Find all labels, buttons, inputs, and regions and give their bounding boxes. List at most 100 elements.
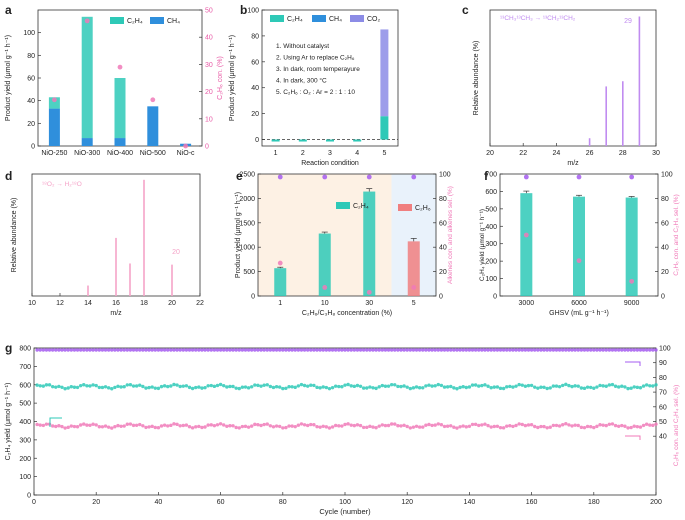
panel-g-point-sel — [498, 348, 503, 352]
panel-f-point-conv — [523, 232, 529, 238]
panel-g-point-sel — [579, 348, 584, 352]
panel-a-xtick-label: NiO-250 — [41, 150, 67, 157]
panel-g-point-yield — [312, 383, 316, 388]
panel-g-point-conv — [88, 423, 92, 427]
panel-g-point-conv — [477, 423, 481, 428]
panel-g-point-conv — [97, 425, 102, 429]
panel-g-point-conv — [616, 424, 621, 428]
panel-b-letter: b — [240, 3, 247, 17]
panel-g-point-yield — [66, 386, 70, 390]
panel-g-point-sel — [66, 348, 70, 352]
panel-b-legend-ch4-label: CH₄ — [329, 16, 342, 23]
panel-g-point-sel — [483, 348, 487, 352]
panel-g-point-yield — [131, 384, 136, 388]
panel-g-point-sel — [514, 348, 518, 352]
panel-g-point-sel — [526, 348, 531, 352]
panel-g-point-conv — [265, 422, 269, 426]
panel-d-xtick-label: 12 — [56, 300, 64, 307]
panel-g-point-conv — [449, 424, 453, 428]
panel-a-ytick-right-label: 10 — [205, 116, 213, 123]
panel-f-ylabel-right: C₂H₆ con. and C₂H₄ sel. (%) — [673, 194, 680, 275]
panel-g-point-yield — [138, 383, 142, 387]
panel-g-point-yield — [461, 385, 465, 389]
panel-g-point-conv — [253, 422, 257, 427]
panel-g-point-yield — [113, 385, 117, 390]
panel-g-point-yield — [159, 384, 164, 389]
panel-g-point-yield — [620, 384, 624, 388]
panel-g-point-conv — [72, 424, 77, 429]
panel-g-point-sel — [523, 348, 528, 352]
panel-g-point-sel — [582, 348, 587, 352]
panel-d-xtick-label: 14 — [84, 300, 92, 307]
panel-g-point-sel — [461, 348, 465, 352]
panel-g-point-sel — [358, 348, 363, 352]
panel-g-point-sel — [576, 348, 580, 352]
panel-g-point-yield — [78, 383, 83, 388]
panel-g-point-conv — [172, 422, 176, 426]
panel-g-point-sel — [265, 348, 269, 352]
panel-g-point-conv — [169, 423, 173, 428]
panel-e-point-conv — [411, 285, 417, 290]
panel-g-point-conv — [349, 423, 353, 427]
panel-g-point-yield — [495, 385, 500, 389]
panel-g-point-conv — [445, 424, 450, 428]
panel-g-point-yield — [598, 383, 602, 388]
panel-g-point-yield — [554, 384, 559, 388]
panel-g-ytick-label: 300 — [19, 437, 31, 444]
panel-g-point-yield — [187, 385, 192, 390]
panel-g-point-conv — [212, 423, 217, 428]
panel-e-ytick-right-label: 40 — [439, 245, 447, 252]
panel-b-ytick-label: 20 — [251, 111, 259, 118]
panel-g-xtick-label: 180 — [588, 499, 600, 506]
panel-a-point-conv — [52, 97, 57, 103]
panel-g-point-yield — [162, 384, 167, 388]
panel-g-point-yield — [293, 385, 297, 390]
panel-g-point-conv — [116, 423, 120, 428]
panel-g-point-sel — [147, 348, 151, 352]
panel-g-point-yield — [576, 384, 580, 388]
panel-g-point-yield — [411, 386, 416, 390]
panel-g-point-yield — [480, 383, 484, 388]
panel-g-point-yield — [172, 382, 176, 387]
panel-g-point-sel — [548, 348, 552, 352]
panel-a-ytick-label: 0 — [31, 144, 35, 151]
panel-g-point-sel — [141, 348, 145, 352]
panel-g-point-conv — [414, 424, 419, 428]
panel-g-point-yield — [464, 385, 468, 390]
panel-g-point-yield — [128, 383, 133, 387]
panel-c-xtick-label: 30 — [652, 150, 660, 157]
panel-a-ytick-label: 20 — [27, 121, 35, 128]
panel-b-legend-ch4-swatch — [312, 15, 326, 22]
panel-g-point-sel — [38, 348, 42, 352]
panel-g-point-sel — [638, 348, 643, 352]
panel-g-point-conv — [458, 425, 462, 429]
panel-g-point-conv — [194, 425, 198, 429]
panel-g-point-yield — [539, 385, 543, 389]
panel-g-point-conv — [321, 424, 325, 428]
panel-g-point-yield — [144, 386, 148, 390]
panel-e-xtick-label: 1 — [278, 300, 282, 307]
panel-b-frame — [261, 9, 399, 147]
panel-g-point-sel — [187, 348, 192, 352]
panel-g-point-sel — [75, 348, 80, 352]
panel-g-point-conv — [287, 424, 291, 428]
panel-a-bar-c2h4 — [114, 78, 126, 139]
panel-g-point-conv — [85, 423, 89, 427]
panel-g-point-yield — [169, 384, 173, 388]
panel-f-ytick-label: 600 — [485, 189, 497, 196]
panel-g-point-yield — [206, 384, 210, 388]
panel-g-point-conv — [576, 423, 580, 428]
panel-g-point-sel — [533, 348, 537, 352]
panel-g-point-conv — [508, 424, 512, 428]
panel-g-point-yield — [433, 384, 437, 388]
panel-g-point-yield — [374, 386, 378, 391]
panel-g-point-yield — [358, 384, 363, 388]
panel-g-point-sel — [610, 348, 615, 352]
panel-g-xtick-label: 40 — [155, 499, 163, 506]
panel-g-point-yield — [508, 384, 512, 389]
panel-g-point-conv — [355, 423, 360, 427]
panel-g-point-conv — [78, 423, 83, 427]
panel-c-xtick-label: 20 — [486, 150, 494, 157]
panel-g-point-conv — [601, 423, 605, 427]
panel-g-point-sel — [396, 348, 400, 352]
